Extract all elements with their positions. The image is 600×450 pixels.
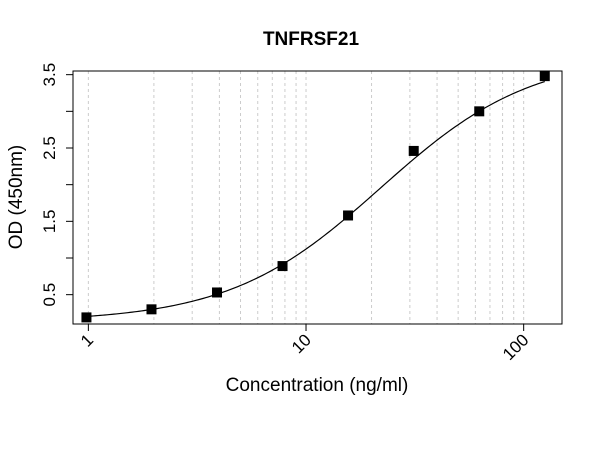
- y-axis-label: OD (450nm): [6, 145, 27, 250]
- x-tick-label: 100: [499, 330, 532, 363]
- data-point: [474, 106, 485, 117]
- data-point: [146, 304, 157, 315]
- plot-frame: [72, 70, 563, 325]
- y-tick-label: 0.5: [40, 283, 59, 307]
- y-tick-label: 1.5: [40, 210, 59, 234]
- y-tick-label: 3.5: [40, 63, 59, 87]
- data-point: [277, 261, 288, 272]
- x-tick-label: 10: [288, 330, 315, 357]
- data-point: [343, 210, 354, 221]
- y-tick-label: 2.5: [40, 136, 59, 160]
- data-point: [81, 312, 92, 323]
- data-point: [539, 71, 550, 82]
- x-axis-label: Concentration (ng/ml): [226, 375, 409, 396]
- y-axis: 0.5 1.5 2.5 3.5: [40, 63, 73, 307]
- fit-curve: [86, 80, 545, 318]
- fit-curve-group: [86, 80, 545, 318]
- x-tick-label: 1: [77, 330, 97, 350]
- data-points: [81, 71, 550, 323]
- grid: [87, 71, 525, 324]
- x-axis: 1 10 100: [77, 324, 533, 364]
- chart-title: TNFRSF21: [263, 29, 360, 50]
- data-point: [408, 145, 419, 156]
- data-point: [212, 287, 223, 298]
